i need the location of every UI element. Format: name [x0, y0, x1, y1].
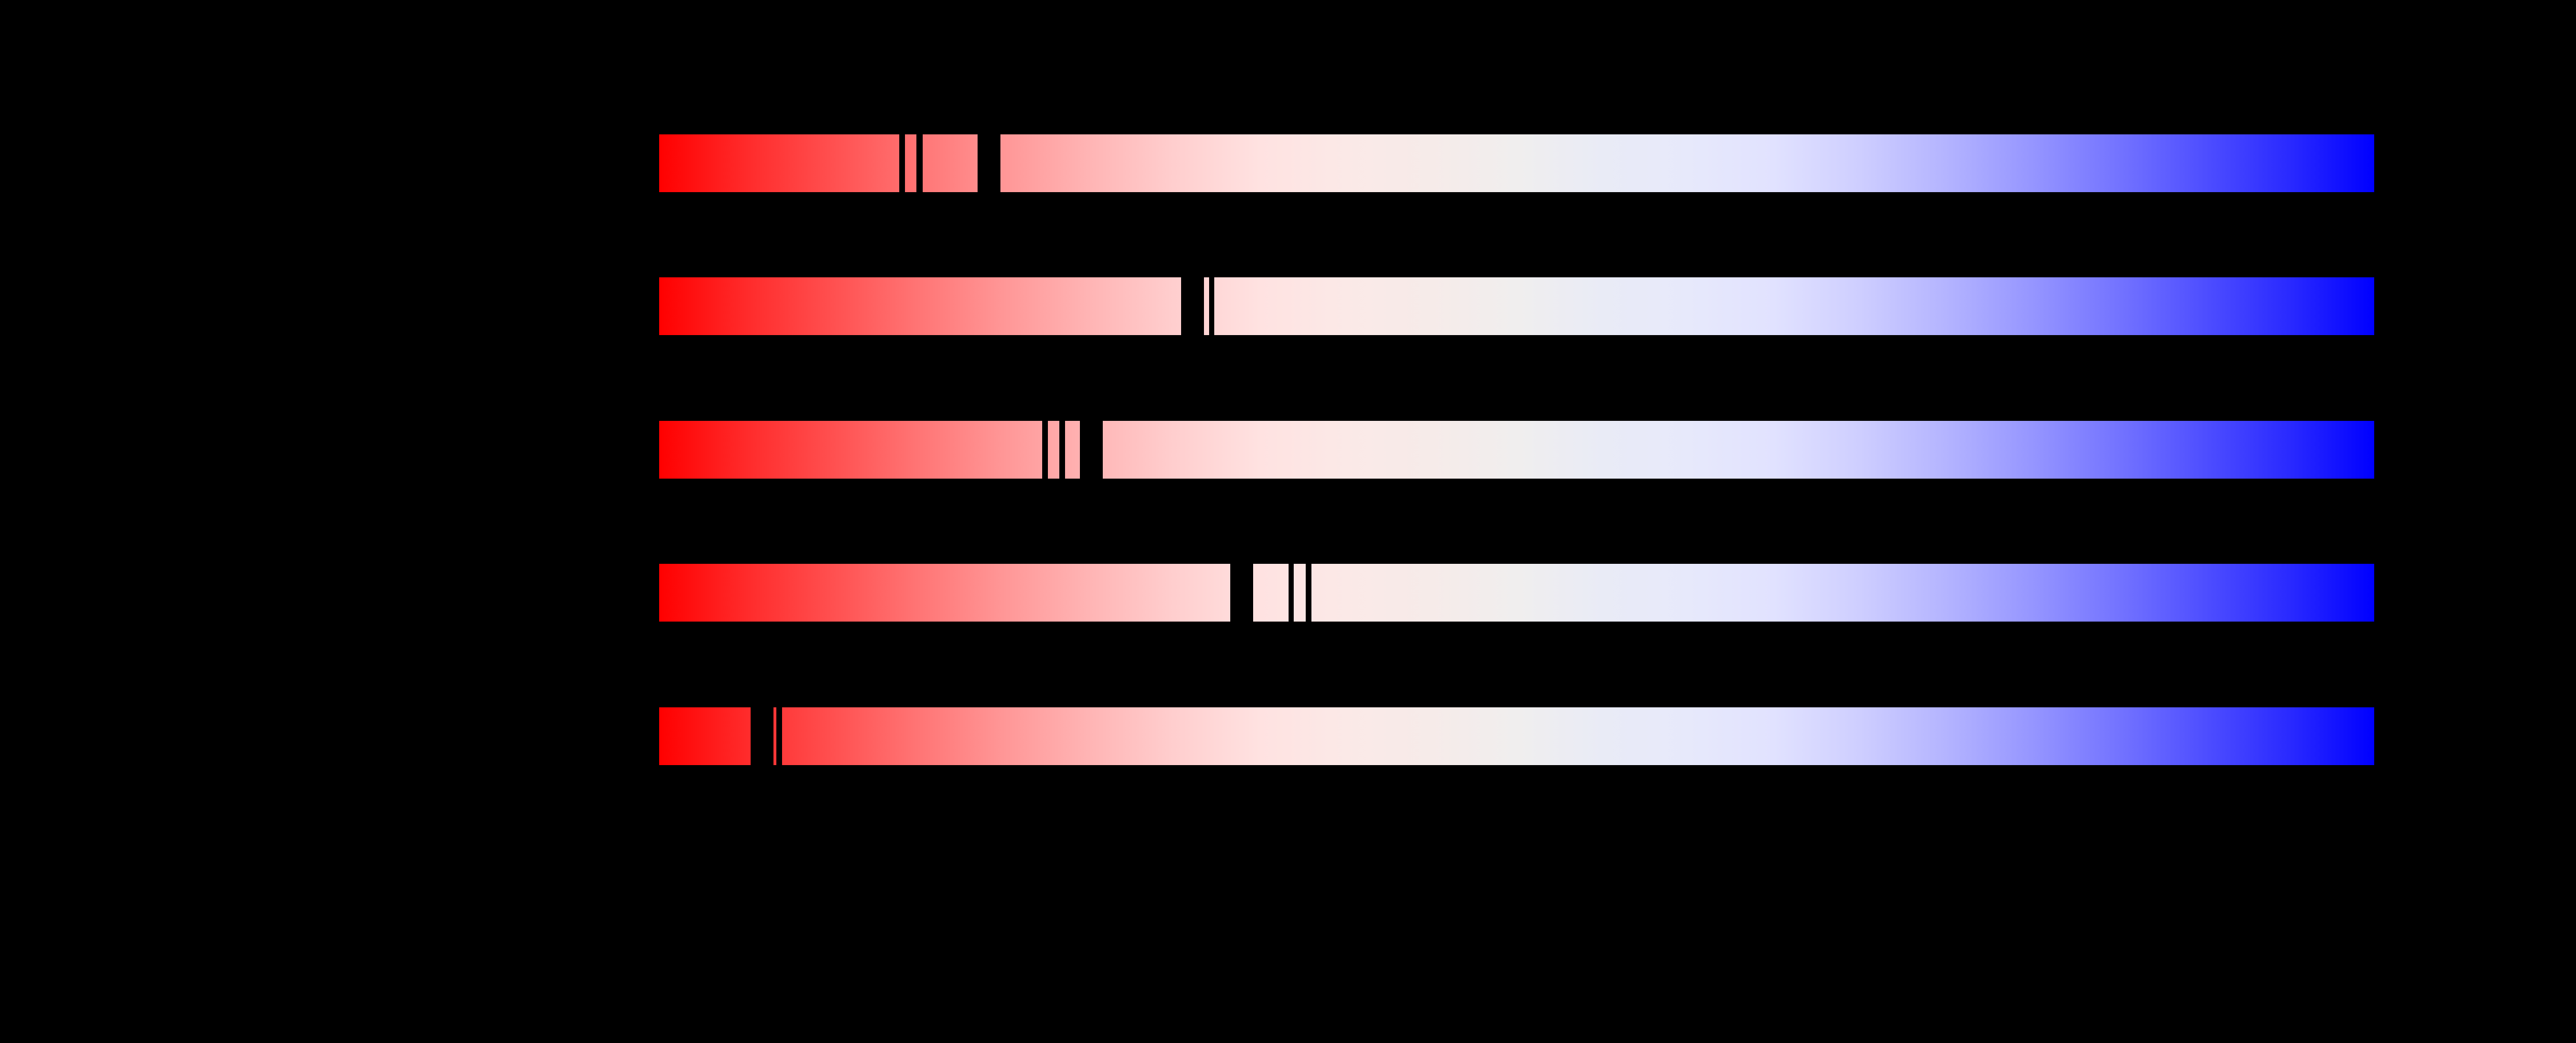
marker-tick: [1059, 421, 1065, 479]
marker-tick: [1209, 277, 1214, 335]
gradient-strip: [659, 564, 2374, 622]
marker-tick: [1181, 277, 1204, 335]
marker-tick: [1306, 564, 1311, 622]
marker-tick: [776, 707, 782, 765]
marker-tick: [1042, 421, 1048, 479]
gradient-strip: [659, 277, 2374, 335]
gradient-strip: [659, 421, 2374, 479]
marker-tick: [1230, 564, 1253, 622]
marker-tick: [1289, 564, 1294, 622]
marker-tick: [1080, 421, 1103, 479]
marker-tick: [978, 134, 1000, 192]
marker-tick: [751, 707, 773, 765]
gradient-strip: [659, 134, 2374, 192]
gradient-strip: [659, 707, 2374, 765]
marker-tick: [899, 134, 905, 192]
marker-tick: [916, 134, 923, 192]
